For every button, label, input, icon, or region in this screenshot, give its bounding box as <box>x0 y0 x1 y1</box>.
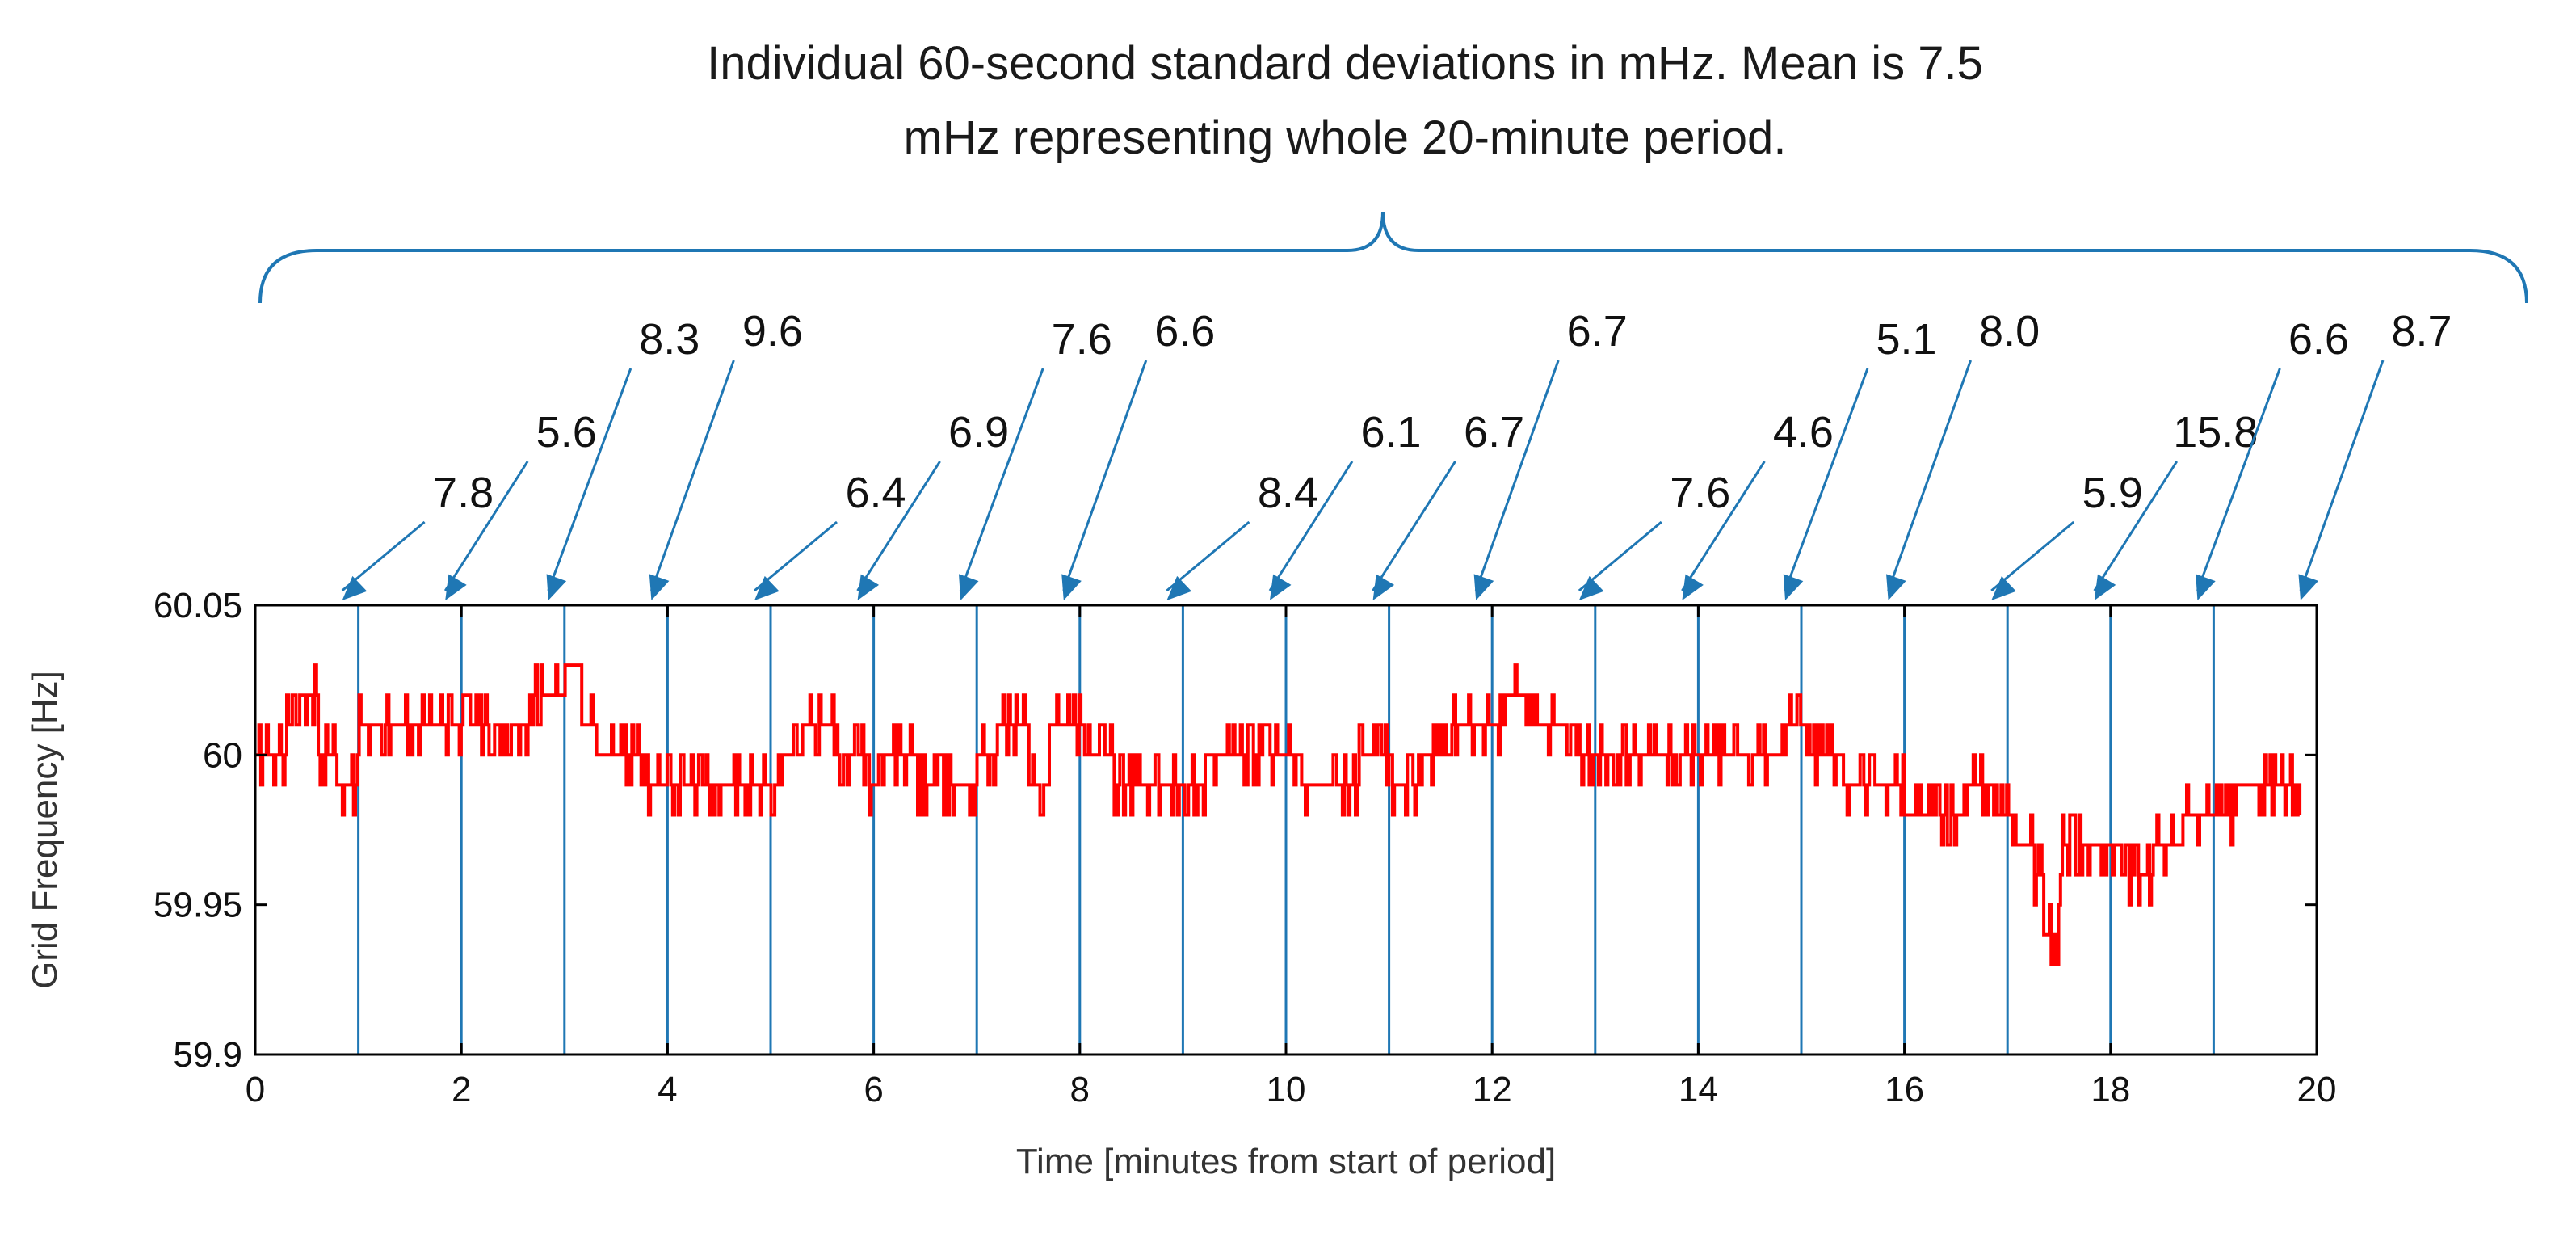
std-dev-label: 8.3 <box>639 315 700 364</box>
std-dev-label: 5.1 <box>1876 315 1936 364</box>
std-dev-arrow-head <box>1991 575 2016 600</box>
std-dev-arrow-head <box>2094 574 2116 600</box>
std-dev-arrow-shaft <box>959 368 1044 591</box>
std-dev-label: 7.8 <box>433 469 494 517</box>
std-dev-arrow-shaft <box>856 461 941 591</box>
std-dev-arrow-head <box>958 574 979 600</box>
period-brace <box>258 211 2528 304</box>
std-dev-arrow-head <box>2196 574 2216 600</box>
std-dev-arrow-shaft <box>1372 461 1456 591</box>
std-dev-arrows <box>341 360 2385 600</box>
std-dev-arrow-head <box>1578 575 1604 600</box>
std-dev-arrow-head <box>1061 574 1082 600</box>
std-dev-arrow-head <box>1270 574 1292 600</box>
std-dev-arrow-shaft <box>1990 520 2075 592</box>
std-dev-label: 6.7 <box>1464 408 1524 457</box>
std-dev-label: 6.6 <box>1154 307 1215 356</box>
x-tick-label: 18 <box>2091 1070 2130 1109</box>
y-axis-label: Grid Frequency [Hz] <box>25 671 65 989</box>
x-tick-label: 8 <box>1070 1070 1090 1109</box>
std-dev-arrow-head <box>445 574 467 600</box>
std-dev-arrow-head <box>546 574 567 600</box>
chart-title-line-1: Individual 60-second standard deviations… <box>707 37 1983 90</box>
x-tick-label: 6 <box>864 1070 883 1109</box>
y-tick-label: 59.9 <box>173 1035 242 1075</box>
interval-boundaries <box>357 605 2215 1054</box>
std-dev-arrow-head <box>1886 574 1906 600</box>
y-tick-label: 60.05 <box>153 586 242 625</box>
std-dev-arrow-shaft <box>1474 360 1560 591</box>
y-tick-label: 60 <box>203 735 242 775</box>
std-dev-arrow-head <box>2298 574 2319 600</box>
chart-title-line-2: mHz representing whole 20-minute period. <box>904 112 1787 164</box>
x-tick-label: 2 <box>452 1070 471 1109</box>
x-tick-label: 0 <box>246 1070 265 1109</box>
y-tick-label: 59.95 <box>153 886 242 925</box>
std-dev-arrow-head <box>1166 575 1192 600</box>
x-axis-ticks: 0 2 4 6 8 10 12 14 16 18 20 <box>246 605 2337 1109</box>
x-tick-label: 16 <box>1885 1070 1924 1109</box>
std-dev-label: 6.9 <box>948 408 1009 457</box>
std-dev-label: 5.6 <box>536 408 597 457</box>
std-dev-arrow-shaft <box>1062 360 1148 591</box>
std-dev-label: 8.4 <box>1258 469 1318 517</box>
std-dev-label: 8.7 <box>2391 307 2452 356</box>
std-dev-label: 5.9 <box>2082 469 2143 517</box>
std-dev-arrow-shaft <box>2093 461 2179 591</box>
std-dev-label: 7.6 <box>1670 469 1730 517</box>
std-dev-arrow-shaft <box>1784 368 1869 591</box>
frequency-series-line <box>255 663 2302 966</box>
std-dev-labels: 7.8 5.6 8.3 9.6 6.4 6.9 7.6 6.6 8.4 6.1 6.7 6.7 7.6 4… <box>433 307 2452 517</box>
x-tick-label: 12 <box>1473 1070 1512 1109</box>
std-dev-label: 6.1 <box>1360 408 1421 457</box>
std-dev-arrow-shaft <box>547 368 632 591</box>
std-dev-arrow-head <box>754 575 780 600</box>
std-dev-label: 6.7 <box>1567 307 1628 356</box>
std-dev-arrow-head <box>1473 574 1494 600</box>
x-tick-label: 20 <box>2297 1070 2337 1109</box>
std-dev-arrow-shaft <box>1887 360 1973 591</box>
std-dev-arrow-head <box>649 574 670 600</box>
plot-area <box>254 604 2318 1056</box>
std-dev-arrow-head <box>1682 574 1704 600</box>
x-tick-label: 10 <box>1267 1070 1306 1109</box>
std-dev-label: 6.6 <box>2288 315 2349 364</box>
std-dev-label: 7.6 <box>1052 315 1112 364</box>
x-tick-label: 14 <box>1679 1070 1718 1109</box>
std-dev-label: 6.4 <box>845 469 906 517</box>
std-dev-arrow-shaft <box>1578 520 1662 592</box>
std-dev-arrow-head <box>1783 574 1804 600</box>
std-dev-arrow-shaft <box>2196 368 2281 591</box>
std-dev-label: 9.6 <box>742 307 803 356</box>
std-dev-label: 15.8 <box>2173 408 2258 457</box>
std-dev-arrow-head <box>1372 574 1395 600</box>
std-dev-arrow-shaft <box>1166 520 1250 592</box>
std-dev-arrow-head <box>857 574 880 600</box>
std-dev-arrow-head <box>342 575 368 600</box>
std-dev-arrow-shaft <box>1681 461 1766 591</box>
x-tick-label: 4 <box>658 1070 677 1109</box>
chart-title: Individual 60-second standard deviations… <box>707 37 1983 164</box>
y-axis-ticks: 59.9 59.95 60 60.05 <box>153 586 2317 1075</box>
std-dev-arrow-shaft <box>443 461 529 591</box>
std-dev-label: 4.6 <box>1773 408 1834 457</box>
std-dev-arrow-shaft <box>1268 461 1354 591</box>
std-dev-arrow-shaft <box>649 360 735 591</box>
std-dev-arrow-shaft <box>341 520 426 592</box>
x-axis-label: Time [minutes from start of period] <box>1016 1142 1556 1181</box>
std-dev-arrow-shaft <box>2299 360 2385 591</box>
std-dev-arrow-shaft <box>754 520 838 592</box>
std-dev-label: 8.0 <box>1979 307 2040 356</box>
